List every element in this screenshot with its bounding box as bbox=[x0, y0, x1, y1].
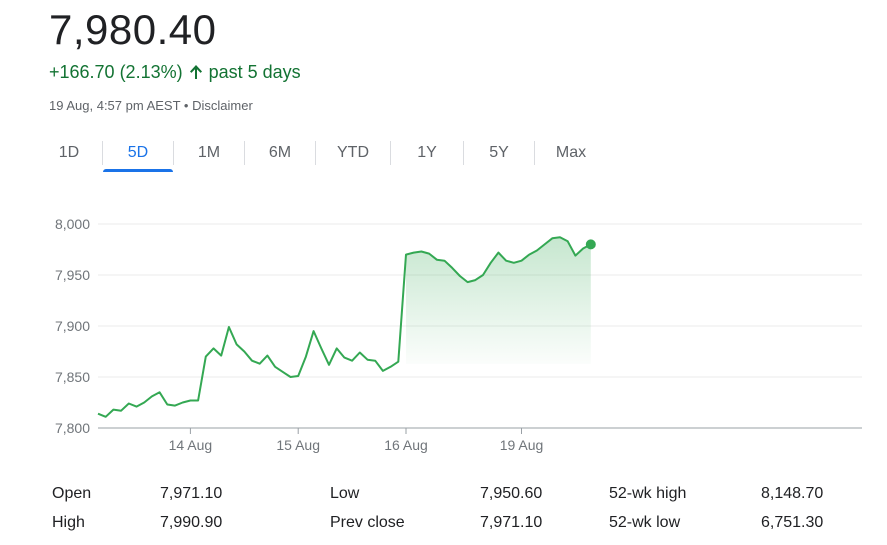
stats-row: High 7,990.90 Prev close 7,971.10 52-wk … bbox=[52, 509, 852, 538]
stat-low-value: 7,950.60 bbox=[480, 485, 543, 502]
tab-1y[interactable]: 1Y bbox=[417, 144, 437, 161]
price-chart[interactable]: 8,000 7,950 7,900 7,850 7,800 14 Aug 15 Aug 16… bbox=[0, 200, 887, 470]
stat-52wk-high-value: 8,148.70 bbox=[761, 485, 824, 502]
change-period: past 5 days bbox=[208, 62, 301, 82]
tab-divider bbox=[534, 141, 535, 165]
arrow-up-icon bbox=[189, 64, 203, 80]
quote-meta: 19 Aug, 4:57 pm AEST • Disclaimer bbox=[49, 97, 253, 115]
price-change: +166.70 (2.13%) past 5 days bbox=[49, 61, 301, 83]
stat-open-label: Open bbox=[52, 485, 92, 502]
stat-52wk-low-value: 6,751.30 bbox=[761, 514, 824, 531]
x-tick-label: 14 Aug bbox=[169, 437, 213, 453]
stat-low-label: Low bbox=[330, 485, 360, 502]
x-tick-label: 19 Aug bbox=[500, 437, 544, 453]
meta-separator: • bbox=[183, 98, 189, 113]
y-tick-label: 8,000 bbox=[55, 216, 90, 232]
y-tick-label: 7,800 bbox=[55, 420, 90, 436]
tab-5d[interactable]: 5D bbox=[103, 136, 173, 172]
stats-table: Open 7,971.10 Low 7,950.60 52-wk high 8,… bbox=[52, 480, 852, 538]
stat-high-value: 7,990.90 bbox=[160, 514, 223, 531]
x-tick-label: 16 Aug bbox=[384, 437, 428, 453]
tab-divider bbox=[102, 141, 103, 165]
tab-1m[interactable]: 1M bbox=[197, 144, 221, 161]
stat-high-label: High bbox=[52, 514, 85, 531]
tab-max[interactable]: Max bbox=[555, 144, 587, 161]
price-line bbox=[97, 236, 592, 418]
tab-divider bbox=[173, 141, 174, 165]
tab-divider bbox=[463, 141, 464, 165]
quote-timestamp: 19 Aug, 4:57 pm AEST bbox=[49, 98, 181, 113]
range-tabs: 1D 5D 1M 6M YTD 1Y 5Y Max bbox=[36, 135, 607, 172]
tab-divider bbox=[315, 141, 316, 165]
tab-ytd[interactable]: YTD bbox=[337, 144, 369, 161]
tab-divider bbox=[390, 141, 391, 165]
latest-price-point bbox=[585, 239, 596, 250]
tab-divider bbox=[244, 141, 245, 165]
change-value: +166.70 (2.13%) bbox=[49, 62, 183, 82]
current-price: 7,980.40 bbox=[49, 6, 217, 53]
x-tick-label: 15 Aug bbox=[276, 437, 320, 453]
stat-prev-close-label: Prev close bbox=[330, 514, 405, 531]
y-tick-label: 7,900 bbox=[55, 318, 90, 334]
stat-52wk-high-label: 52-wk high bbox=[609, 485, 687, 502]
tab-5y[interactable]: 5Y bbox=[489, 144, 509, 161]
y-tick-label: 7,950 bbox=[55, 267, 90, 283]
y-tick-label: 7,850 bbox=[55, 369, 90, 385]
stat-prev-close-value: 7,971.10 bbox=[480, 514, 543, 531]
tab-6m[interactable]: 6M bbox=[268, 144, 292, 161]
disclaimer-link[interactable]: Disclaimer bbox=[192, 98, 253, 113]
tab-1d[interactable]: 1D bbox=[58, 144, 80, 161]
stat-open-value: 7,971.10 bbox=[160, 485, 223, 502]
stat-52wk-low-label: 52-wk low bbox=[609, 514, 681, 531]
stats-row: Open 7,971.10 Low 7,950.60 52-wk high 8,… bbox=[52, 480, 852, 509]
